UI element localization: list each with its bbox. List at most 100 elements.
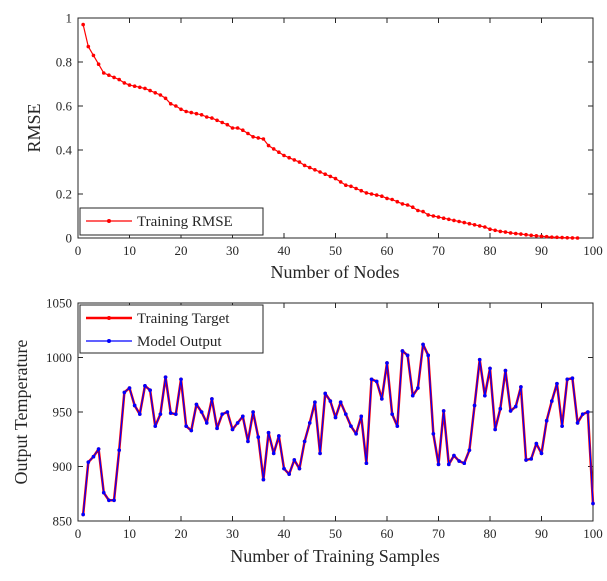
temperature-data-point-1 — [544, 418, 549, 423]
rmse-data-point-0 — [148, 88, 152, 93]
temperature-data-point-1 — [256, 435, 261, 439]
temperature-data-point-1 — [586, 410, 590, 414]
rmse-data-point-0 — [297, 160, 302, 164]
rmse-data-point-0 — [390, 197, 394, 202]
temperature-data-point-1 — [426, 353, 431, 358]
rmse-x-tick-label: 100 — [583, 243, 603, 258]
rmse-data-point-0 — [338, 180, 343, 184]
rmse-data-point-0 — [225, 122, 230, 127]
rmse-legend-label: Training RMSE — [137, 214, 233, 230]
temperature-data-point-1 — [349, 424, 353, 428]
rmse-data-point-0 — [127, 83, 132, 87]
rmse-data-point-0 — [287, 155, 291, 160]
temperature-data-point-1 — [148, 388, 152, 393]
rmse-data-point-0 — [380, 194, 384, 198]
temperature-data-point-1 — [575, 421, 580, 425]
temperature-x-tick-label: 30 — [226, 526, 239, 541]
rmse-data-point-0 — [143, 86, 147, 91]
rmse-data-point-0 — [519, 232, 523, 236]
temperature-data-point-1 — [400, 349, 405, 353]
temperature-data-point-1 — [488, 366, 492, 371]
temperature-y-axis-label: Output Temperature — [11, 340, 31, 485]
rmse-data-point-0 — [395, 199, 400, 204]
temperature-data-point-1 — [513, 404, 518, 409]
temperature-data-point-1 — [328, 399, 333, 403]
output-legend-label: Model Output — [137, 334, 222, 350]
rmse-data-point-0 — [472, 223, 477, 227]
rmse-data-point-0 — [179, 107, 183, 112]
rmse-x-tick-label: 80 — [484, 243, 497, 258]
output-legend-marker — [107, 339, 111, 343]
rmse-data-point-0 — [307, 165, 312, 170]
rmse-data-point-0 — [550, 235, 554, 239]
rmse-data-point-0 — [447, 217, 451, 222]
temperature-data-point-1 — [364, 461, 369, 466]
rmse-x-tick-label: 60 — [381, 243, 394, 258]
temperature-data-point-1 — [81, 512, 85, 517]
rmse-data-point-0 — [421, 209, 425, 214]
temperature-data-point-1 — [555, 381, 559, 386]
temperature-data-point-1 — [405, 353, 410, 358]
temperature-data-point-1 — [524, 458, 528, 462]
rmse-x-axis-label: Number of Nodes — [271, 262, 400, 282]
rmse-data-point-0 — [96, 62, 101, 66]
temperature-data-point-1 — [441, 409, 446, 413]
rmse-data-point-0 — [493, 228, 497, 233]
rmse-data-point-0 — [436, 215, 441, 219]
rmse-data-point-0 — [431, 214, 436, 218]
temperature-data-point-1 — [483, 393, 487, 398]
temperature-data-point-1 — [421, 342, 425, 347]
rmse-data-point-0 — [174, 104, 178, 108]
rmse-x-tick-label: 70 — [432, 243, 445, 258]
rmse-data-point-0 — [503, 230, 508, 234]
temperature-data-point-1 — [101, 490, 106, 495]
rmse-data-point-0 — [441, 216, 446, 220]
rmse-data-point-0 — [204, 115, 209, 119]
temperature-data-point-1 — [452, 453, 456, 458]
rmse-data-point-0 — [416, 208, 420, 213]
rmse-data-point-0 — [529, 233, 533, 238]
rmse-y-tick-label: 0.8 — [56, 55, 72, 70]
rmse-data-point-0 — [323, 172, 328, 176]
rmse-y-axis: 0 0.2 0.4 0.6 0.8 1 — [56, 11, 593, 246]
rmse-data-point-0 — [282, 153, 286, 158]
temperature-data-point-1 — [204, 421, 209, 425]
temperature-data-point-1 — [318, 451, 322, 456]
temperature-series-line-1 — [82, 343, 594, 515]
rmse-data-point-0 — [277, 150, 281, 154]
rmse-data-point-0 — [266, 143, 271, 148]
rmse-data-point-0 — [426, 213, 431, 217]
temperature-data-point-1 — [179, 377, 183, 382]
temperature-data-point-1 — [174, 412, 178, 416]
rmse-data-point-0 — [405, 203, 410, 207]
rmse-data-point-0 — [328, 174, 333, 179]
temperature-data-point-1 — [338, 400, 343, 404]
temperature-data-point-1 — [107, 498, 111, 503]
temperature-data-point-1 — [230, 427, 235, 432]
rmse-y-axis-label: RMSE — [24, 103, 44, 152]
rmse-x-axis: 0 10 20 30 40 50 60 70 80 90 100 — [75, 18, 603, 258]
temperature-data-point-1 — [127, 386, 132, 390]
rmse-data-point-0 — [498, 229, 503, 234]
rmse-data-point-0 — [210, 116, 214, 120]
rmse-y-tick-label: 1 — [66, 11, 73, 26]
rmse-x-tick-label: 0 — [75, 243, 82, 258]
rmse-data-point-0 — [565, 235, 570, 240]
rmse-series — [81, 22, 580, 240]
temperature-data-point-1 — [410, 393, 415, 398]
rmse-data-point-0 — [575, 236, 580, 240]
rmse-data-point-0 — [81, 22, 85, 27]
temperature-data-point-1 — [333, 415, 338, 420]
rmse-x-tick-label: 10 — [123, 243, 136, 258]
rmse-data-point-0 — [215, 118, 219, 123]
temperature-data-point-1 — [194, 402, 199, 407]
temperature-x-tick-label: 20 — [175, 526, 188, 541]
temperature-y-tick-label: 1000 — [46, 350, 72, 365]
temperature-data-point-1 — [539, 451, 544, 456]
temperature-data-point-1 — [560, 424, 564, 428]
rmse-data-point-0 — [189, 110, 194, 115]
rmse-data-point-0 — [138, 85, 142, 90]
rmse-data-point-0 — [462, 220, 467, 225]
temperature-data-point-1 — [472, 403, 477, 408]
